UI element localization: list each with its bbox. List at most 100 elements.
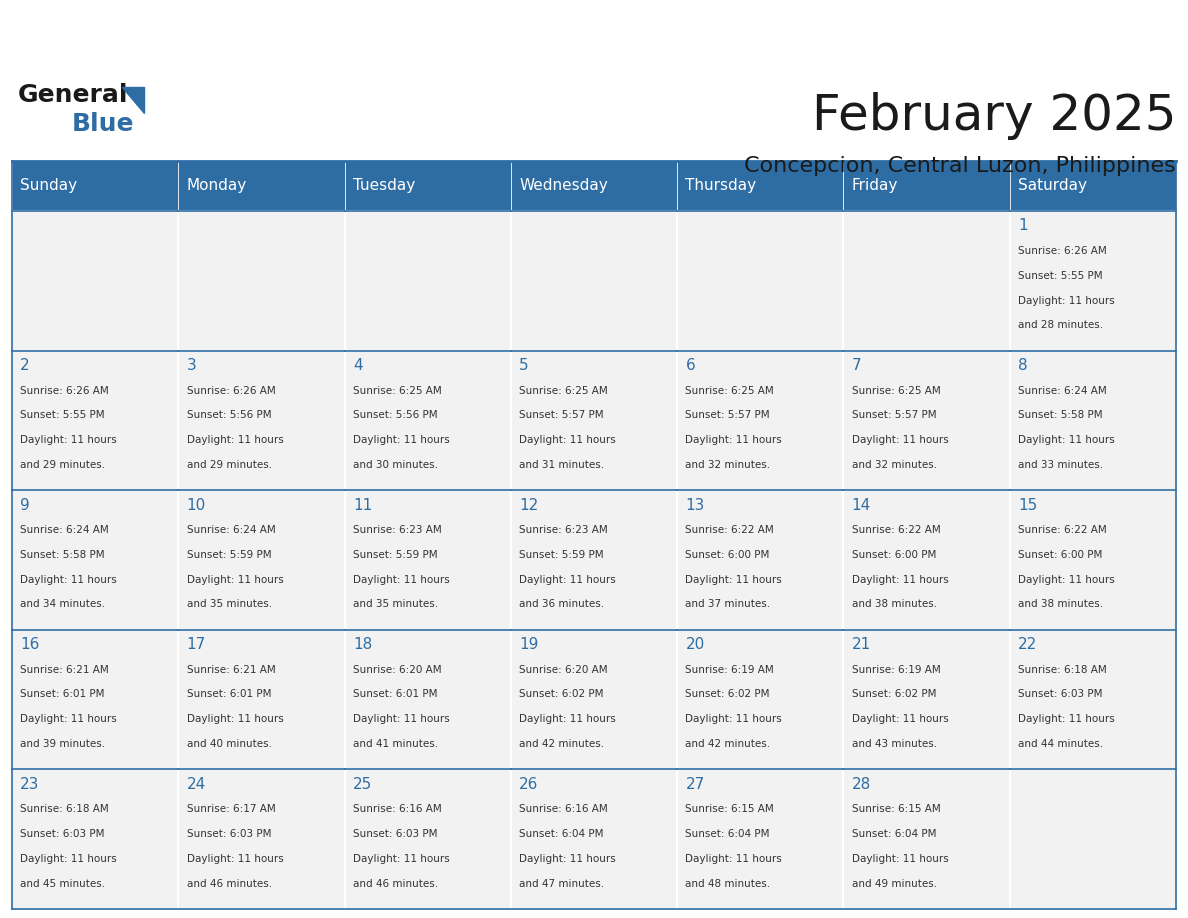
Text: and 46 minutes.: and 46 minutes. [187, 879, 272, 889]
Text: Daylight: 11 hours: Daylight: 11 hours [685, 575, 782, 585]
FancyBboxPatch shape [677, 490, 843, 630]
Text: Daylight: 11 hours: Daylight: 11 hours [852, 854, 948, 864]
Text: 25: 25 [353, 777, 372, 791]
Text: and 37 minutes.: and 37 minutes. [685, 599, 771, 610]
Text: 21: 21 [852, 637, 871, 652]
Text: 19: 19 [519, 637, 538, 652]
Text: Daylight: 11 hours: Daylight: 11 hours [685, 435, 782, 445]
Text: Daylight: 11 hours: Daylight: 11 hours [20, 854, 116, 864]
Text: and 35 minutes.: and 35 minutes. [353, 599, 438, 610]
FancyBboxPatch shape [12, 490, 178, 630]
Text: Sunrise: 6:24 AM: Sunrise: 6:24 AM [187, 525, 276, 535]
Text: and 49 minutes.: and 49 minutes. [852, 879, 937, 889]
Text: Daylight: 11 hours: Daylight: 11 hours [852, 714, 948, 724]
Text: Sunrise: 6:22 AM: Sunrise: 6:22 AM [1018, 525, 1107, 535]
Text: Monday: Monday [187, 178, 247, 194]
Text: Friday: Friday [852, 178, 898, 194]
Text: Sunrise: 6:26 AM: Sunrise: 6:26 AM [187, 386, 276, 396]
Text: Daylight: 11 hours: Daylight: 11 hours [852, 575, 948, 585]
FancyBboxPatch shape [1010, 161, 1176, 211]
Text: 9: 9 [20, 498, 30, 512]
Text: Sunrise: 6:19 AM: Sunrise: 6:19 AM [852, 665, 941, 675]
FancyBboxPatch shape [178, 211, 345, 351]
Text: Wednesday: Wednesday [519, 178, 608, 194]
FancyBboxPatch shape [677, 351, 843, 490]
Text: Daylight: 11 hours: Daylight: 11 hours [353, 714, 449, 724]
Polygon shape [122, 87, 144, 113]
Text: Daylight: 11 hours: Daylight: 11 hours [20, 575, 116, 585]
Text: Daylight: 11 hours: Daylight: 11 hours [685, 714, 782, 724]
Text: and 30 minutes.: and 30 minutes. [353, 460, 438, 470]
Text: Sunset: 6:00 PM: Sunset: 6:00 PM [685, 550, 770, 560]
Text: Sunrise: 6:24 AM: Sunrise: 6:24 AM [20, 525, 109, 535]
Text: 27: 27 [685, 777, 704, 791]
FancyBboxPatch shape [843, 630, 1010, 769]
Text: Sunrise: 6:24 AM: Sunrise: 6:24 AM [1018, 386, 1107, 396]
Text: Sunset: 5:59 PM: Sunset: 5:59 PM [187, 550, 271, 560]
Text: Sunset: 5:58 PM: Sunset: 5:58 PM [20, 550, 105, 560]
Text: 26: 26 [519, 777, 538, 791]
Text: Sunrise: 6:25 AM: Sunrise: 6:25 AM [852, 386, 941, 396]
Text: Sunrise: 6:15 AM: Sunrise: 6:15 AM [852, 804, 941, 814]
FancyBboxPatch shape [1010, 211, 1176, 351]
Text: Tuesday: Tuesday [353, 178, 415, 194]
FancyBboxPatch shape [677, 769, 843, 909]
FancyBboxPatch shape [843, 769, 1010, 909]
Text: 17: 17 [187, 637, 206, 652]
Text: Sunset: 5:57 PM: Sunset: 5:57 PM [519, 410, 604, 420]
Text: Sunset: 6:02 PM: Sunset: 6:02 PM [519, 689, 604, 700]
Text: Sunset: 6:01 PM: Sunset: 6:01 PM [187, 689, 271, 700]
Text: Daylight: 11 hours: Daylight: 11 hours [1018, 575, 1114, 585]
FancyBboxPatch shape [12, 351, 178, 490]
Text: 20: 20 [685, 637, 704, 652]
Text: Daylight: 11 hours: Daylight: 11 hours [1018, 714, 1114, 724]
Text: Daylight: 11 hours: Daylight: 11 hours [1018, 435, 1114, 445]
Text: Sunrise: 6:19 AM: Sunrise: 6:19 AM [685, 665, 775, 675]
FancyBboxPatch shape [511, 211, 677, 351]
Text: Saturday: Saturday [1018, 178, 1087, 194]
Text: 3: 3 [187, 358, 196, 373]
FancyBboxPatch shape [12, 211, 178, 351]
Text: Sunrise: 6:22 AM: Sunrise: 6:22 AM [685, 525, 775, 535]
Text: 24: 24 [187, 777, 206, 791]
Text: 23: 23 [20, 777, 39, 791]
Text: Sunset: 6:03 PM: Sunset: 6:03 PM [187, 829, 271, 839]
Text: Daylight: 11 hours: Daylight: 11 hours [187, 714, 283, 724]
Text: Daylight: 11 hours: Daylight: 11 hours [353, 854, 449, 864]
FancyBboxPatch shape [12, 161, 178, 211]
FancyBboxPatch shape [843, 351, 1010, 490]
FancyBboxPatch shape [178, 490, 345, 630]
Text: Sunrise: 6:17 AM: Sunrise: 6:17 AM [187, 804, 276, 814]
FancyBboxPatch shape [677, 630, 843, 769]
Text: Sunset: 5:58 PM: Sunset: 5:58 PM [1018, 410, 1102, 420]
Text: Sunset: 5:55 PM: Sunset: 5:55 PM [1018, 271, 1102, 281]
Text: and 44 minutes.: and 44 minutes. [1018, 739, 1104, 749]
Text: Daylight: 11 hours: Daylight: 11 hours [187, 435, 283, 445]
Text: Sunrise: 6:26 AM: Sunrise: 6:26 AM [20, 386, 109, 396]
FancyBboxPatch shape [1010, 490, 1176, 630]
FancyBboxPatch shape [12, 630, 178, 769]
FancyBboxPatch shape [511, 161, 677, 211]
FancyBboxPatch shape [511, 769, 677, 909]
FancyBboxPatch shape [178, 630, 345, 769]
Text: and 45 minutes.: and 45 minutes. [20, 879, 106, 889]
Text: Sunrise: 6:15 AM: Sunrise: 6:15 AM [685, 804, 775, 814]
Text: Sunset: 6:00 PM: Sunset: 6:00 PM [1018, 550, 1102, 560]
Text: Thursday: Thursday [685, 178, 757, 194]
Text: 13: 13 [685, 498, 704, 512]
Text: Daylight: 11 hours: Daylight: 11 hours [519, 714, 615, 724]
FancyBboxPatch shape [843, 490, 1010, 630]
Text: Sunset: 5:57 PM: Sunset: 5:57 PM [685, 410, 770, 420]
Text: 7: 7 [852, 358, 861, 373]
Text: 2: 2 [20, 358, 30, 373]
FancyBboxPatch shape [1010, 351, 1176, 490]
FancyBboxPatch shape [345, 630, 511, 769]
Text: and 38 minutes.: and 38 minutes. [852, 599, 937, 610]
FancyBboxPatch shape [843, 161, 1010, 211]
Text: 15: 15 [1018, 498, 1037, 512]
Text: Sunrise: 6:21 AM: Sunrise: 6:21 AM [187, 665, 276, 675]
FancyBboxPatch shape [1010, 769, 1176, 909]
FancyBboxPatch shape [511, 490, 677, 630]
FancyBboxPatch shape [345, 769, 511, 909]
Text: and 32 minutes.: and 32 minutes. [852, 460, 937, 470]
